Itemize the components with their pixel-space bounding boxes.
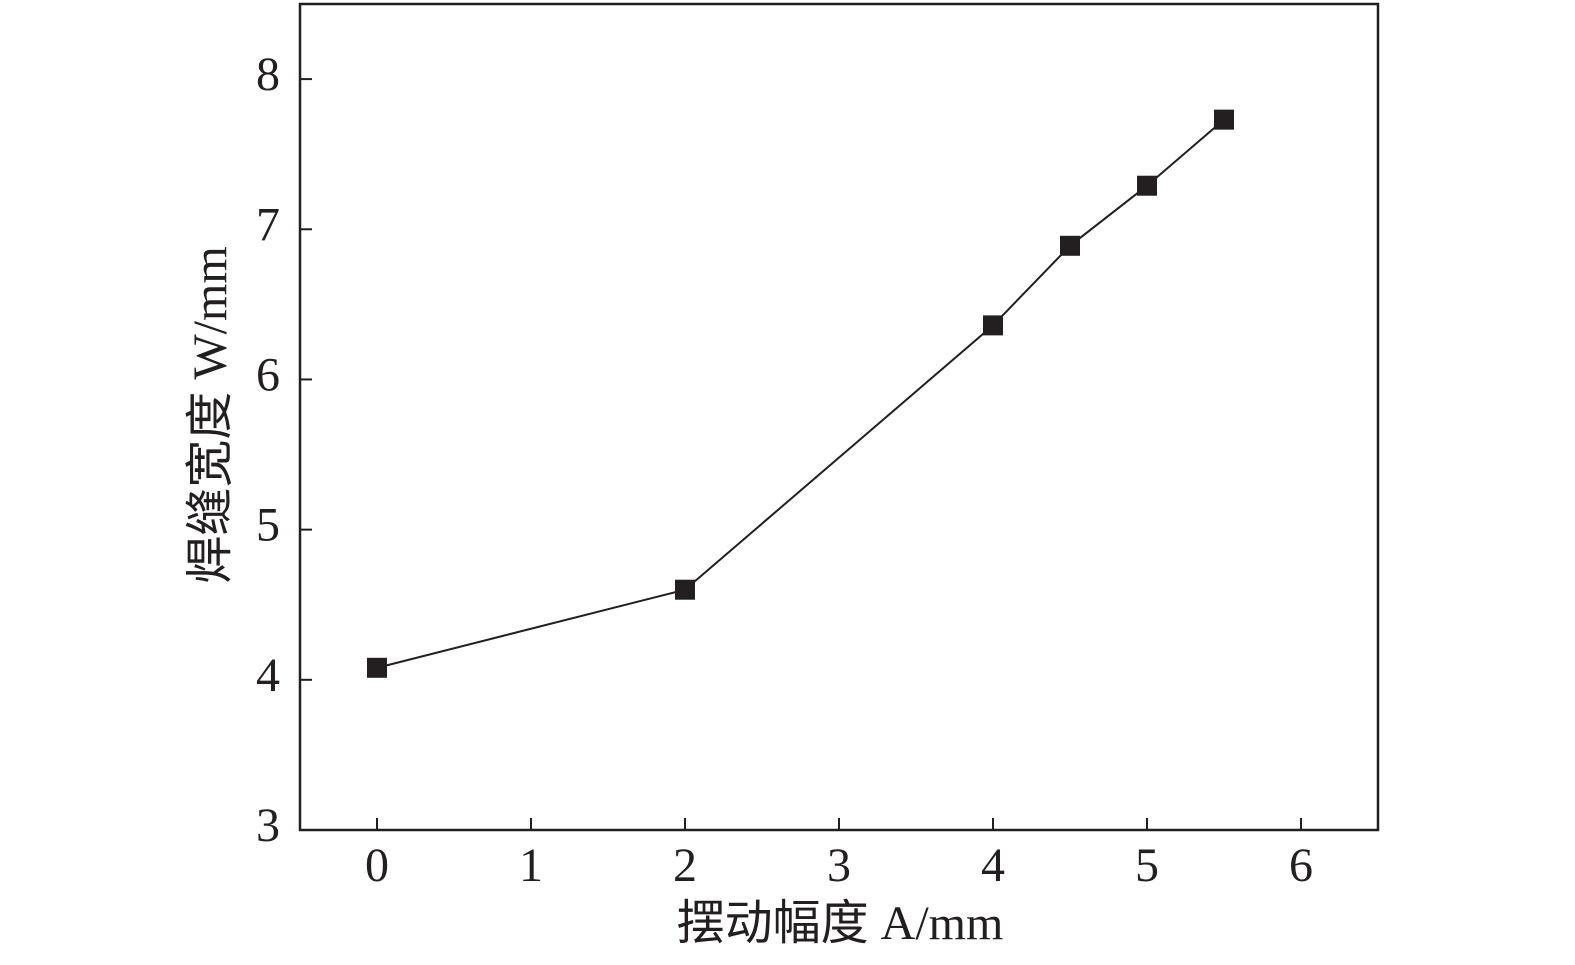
data-line (376, 118, 1225, 669)
y-tick-label: 6 (256, 348, 280, 401)
data-marker (367, 657, 387, 678)
y-axis-label: 焊缝宽度 W/mm (184, 246, 237, 583)
x-tick-label: 3 (827, 839, 851, 892)
y-tick-label: 4 (256, 649, 280, 702)
y-tick-label: 3 (256, 799, 280, 852)
data-marker (1060, 235, 1080, 256)
x-tick-label: 1 (519, 839, 543, 892)
y-tick-label: 5 (256, 499, 280, 552)
data-marker (983, 315, 1003, 336)
x-tick-label: 4 (981, 839, 1005, 892)
data-marker (1214, 109, 1234, 130)
y-tick-label: 7 (256, 198, 280, 251)
y-tick-label: 8 (256, 48, 280, 101)
x-axis-label: 摆动幅度 A/mm (677, 897, 1004, 950)
x-tick-label: 0 (365, 839, 389, 892)
x-tick-label: 5 (1135, 839, 1159, 892)
x-tick-label: 6 (1289, 839, 1313, 892)
x-tick-label: 2 (673, 839, 697, 892)
data-marker (675, 579, 695, 600)
data-marker (1137, 175, 1157, 196)
